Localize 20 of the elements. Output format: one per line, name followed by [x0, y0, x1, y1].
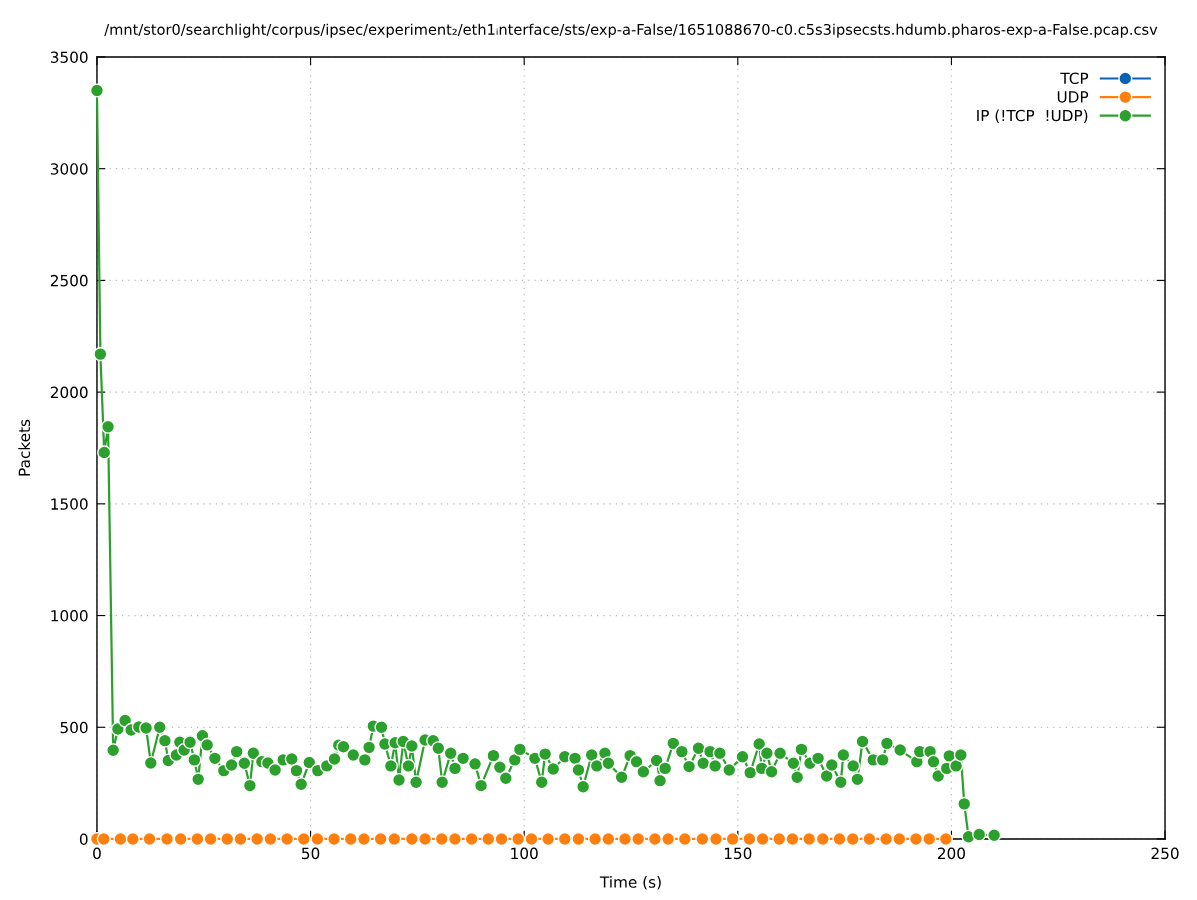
x-tick-label: 250: [1151, 847, 1179, 860]
x-tick-label: 50: [302, 847, 320, 860]
y-tick-label: 3500: [50, 51, 88, 63]
legend-label: IP (!TCP !UDP): [977, 109, 1088, 124]
x-tick-label: 150: [724, 847, 752, 860]
y-tick-label: 2000: [50, 386, 88, 399]
y-tick-label: 2500: [50, 274, 88, 287]
chart-title: /mnt/stor0/searchlight/corpus/ipsec/experiment₂/eth1ᵢnterface/sts/exp-a-False/1651088670-c0.c5s3ipsecsts.hdumb.pharos-exp-a-False.pcap.csv: [104, 23, 1158, 38]
x-axis-title: Time (s): [599, 875, 661, 890]
y-tick-label: 500: [60, 721, 88, 734]
legend-label: TCP: [1060, 72, 1089, 85]
y-tick-label: 0: [79, 833, 88, 845]
legend-label: UDP: [1057, 91, 1089, 103]
y-axis-title: Packets: [18, 419, 31, 476]
x-tick-label: 0: [93, 847, 101, 860]
y-tick-label: 1000: [51, 610, 88, 622]
x-tick-label: 100: [511, 847, 538, 860]
y-tick-label: 1500: [51, 498, 88, 510]
x-tick-label: 200: [937, 847, 965, 860]
y-tick-label: 3000: [50, 163, 88, 175]
